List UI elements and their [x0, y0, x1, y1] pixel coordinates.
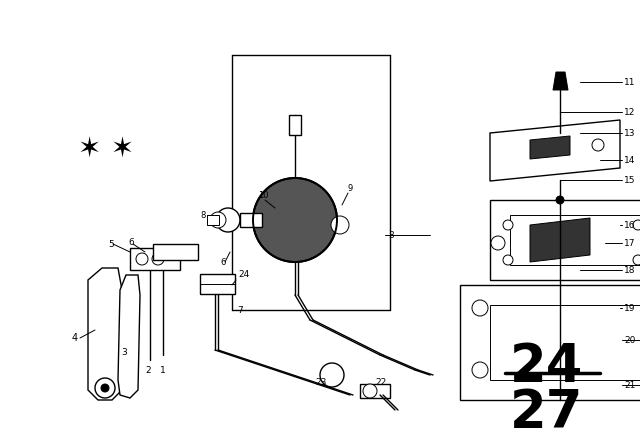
Circle shape — [633, 255, 640, 265]
Circle shape — [503, 255, 513, 265]
Text: 17: 17 — [624, 238, 636, 247]
Text: 2: 2 — [145, 366, 151, 375]
Text: 6: 6 — [220, 258, 225, 267]
Bar — [200, 274, 235, 294]
Bar — [510, 215, 640, 265]
Text: 15: 15 — [624, 176, 636, 185]
Bar — [460, 285, 640, 400]
Text: 3: 3 — [388, 231, 394, 240]
Text: 14: 14 — [624, 155, 636, 164]
Circle shape — [472, 300, 488, 316]
Text: 10: 10 — [258, 190, 269, 199]
Polygon shape — [553, 72, 568, 90]
Circle shape — [472, 362, 488, 378]
Circle shape — [556, 196, 564, 204]
Circle shape — [152, 253, 164, 265]
Text: 19: 19 — [624, 303, 636, 313]
Text: 1: 1 — [160, 366, 166, 375]
Polygon shape — [530, 218, 590, 262]
Text: 23: 23 — [315, 378, 326, 387]
Text: 6: 6 — [128, 237, 134, 246]
Bar — [490, 200, 640, 280]
Circle shape — [592, 139, 604, 151]
Text: 3: 3 — [121, 348, 127, 357]
Circle shape — [253, 178, 337, 262]
Text: 8: 8 — [200, 211, 205, 220]
Bar — [360, 384, 390, 398]
Circle shape — [320, 363, 344, 387]
Text: 13: 13 — [624, 129, 636, 138]
Text: 9: 9 — [348, 184, 353, 193]
Text: 18: 18 — [624, 266, 636, 275]
Polygon shape — [118, 275, 140, 398]
Text: 11: 11 — [624, 78, 636, 86]
Text: 21: 21 — [624, 380, 636, 389]
Bar — [490, 305, 640, 380]
Circle shape — [633, 220, 640, 230]
Circle shape — [216, 208, 240, 232]
Polygon shape — [490, 120, 620, 181]
Text: 7: 7 — [237, 306, 243, 314]
Text: 27: 27 — [510, 387, 584, 439]
Text: 16: 16 — [624, 220, 636, 229]
Bar — [240, 213, 262, 227]
Text: 24: 24 — [510, 341, 584, 393]
Text: 4: 4 — [72, 333, 78, 343]
Circle shape — [136, 253, 148, 265]
Bar — [130, 248, 180, 270]
Text: ✶ ✶: ✶ ✶ — [78, 136, 134, 164]
Text: 12: 12 — [624, 108, 636, 116]
Bar — [207, 215, 219, 225]
Polygon shape — [530, 136, 570, 159]
Bar — [153, 244, 198, 260]
Circle shape — [210, 212, 226, 228]
Text: 20: 20 — [624, 336, 636, 345]
Circle shape — [101, 384, 109, 392]
Polygon shape — [88, 268, 122, 400]
Text: 5: 5 — [108, 240, 114, 249]
Circle shape — [95, 378, 115, 398]
Text: 22: 22 — [375, 378, 387, 387]
Circle shape — [331, 216, 349, 234]
Bar — [289, 115, 301, 135]
Circle shape — [363, 384, 377, 398]
Text: 24: 24 — [238, 270, 249, 279]
Circle shape — [491, 236, 505, 250]
Circle shape — [503, 220, 513, 230]
